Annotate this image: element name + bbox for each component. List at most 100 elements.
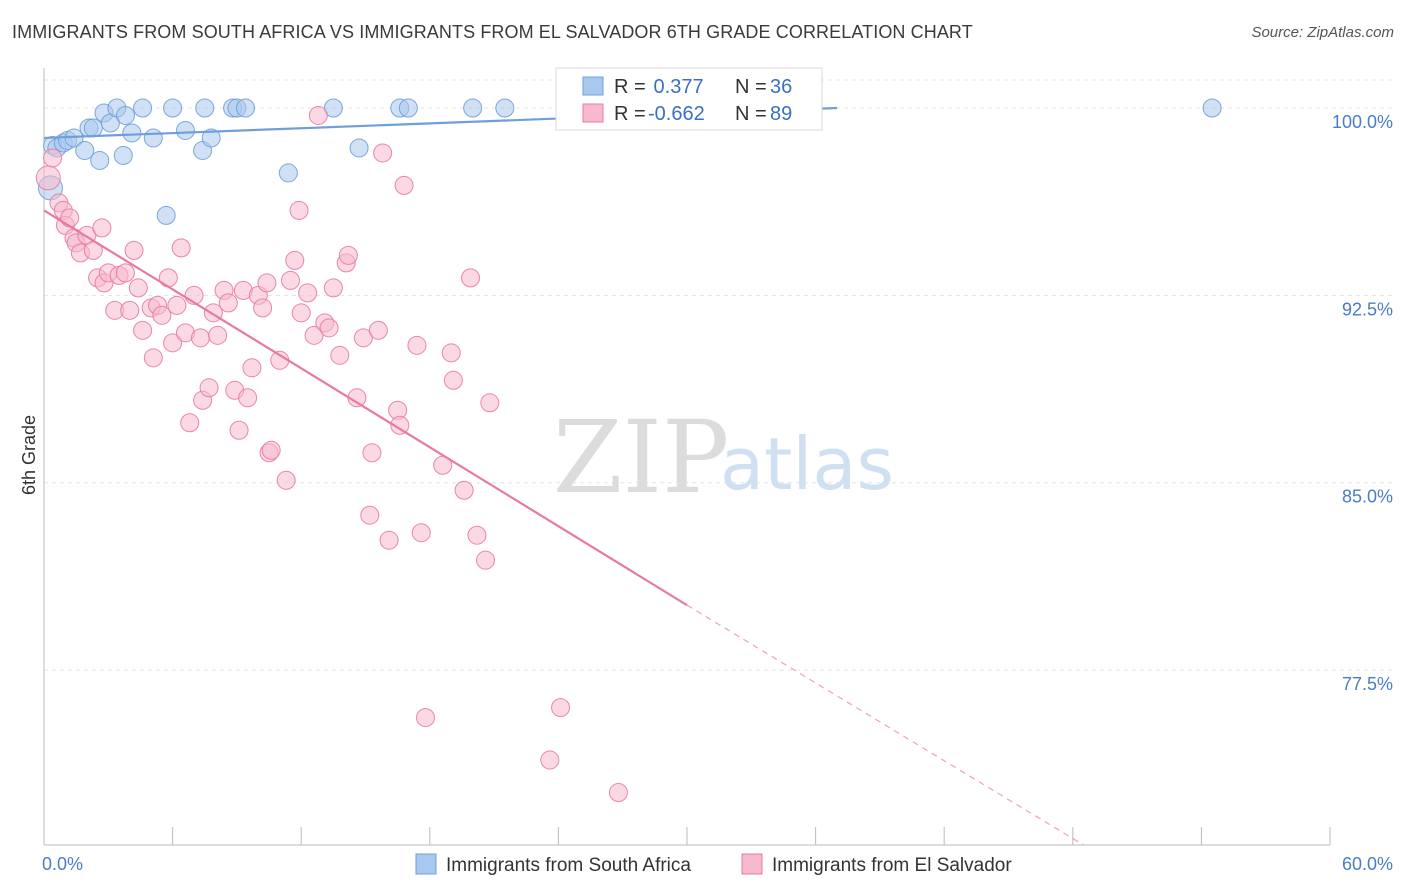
point-el-salvador-55 — [291, 303, 311, 323]
point-south-africa-28 — [323, 98, 343, 118]
point-el-salvador-52 — [280, 270, 300, 290]
point-el-salvador-76 — [411, 523, 431, 543]
point-el-salvador-83 — [467, 525, 487, 545]
point-south-africa-22 — [195, 98, 215, 118]
point-south-africa-14 — [115, 105, 135, 125]
legend-n-label-1: N = — [735, 103, 767, 125]
series-legend: Immigrants from South Africa Immigrants … — [415, 853, 1012, 876]
point-el-salvador-81 — [454, 480, 474, 500]
point-el-salvador-79 — [441, 343, 461, 363]
point-south-africa-35 — [1202, 98, 1222, 118]
x-tick-label-1: 60.0% — [1342, 854, 1393, 874]
point-south-africa-27 — [278, 163, 298, 183]
point-el-salvador-80 — [443, 370, 463, 390]
legend-r-label-0: R = — [614, 76, 646, 98]
stats-legend: R = 0.377 N = 36 R = -0.662 N = 89 — [555, 67, 823, 131]
point-el-salvador-43 — [238, 388, 258, 408]
point-el-salvador-27 — [163, 333, 183, 353]
point-south-africa-13 — [113, 145, 133, 165]
watermark-atlas: atlas — [720, 422, 894, 506]
point-el-salvador-33 — [190, 328, 210, 348]
y-tick-labels: 100.0% 92.5% 85.0% 77.5% — [1332, 112, 1393, 694]
legend-n-value-1: 89 — [770, 103, 792, 125]
series-legend-swatch-south-africa — [415, 853, 437, 875]
point-el-salvador-75 — [407, 335, 427, 355]
point-el-salvador-29 — [171, 238, 191, 258]
trend-line-el-salvador-extension — [686, 604, 1084, 846]
point-el-salvador-51 — [276, 470, 296, 490]
y-tick-label-1: 92.5% — [1342, 299, 1393, 319]
x-tick-label-0: 0.0% — [42, 854, 83, 874]
series-legend-swatch-el-salvador — [741, 853, 763, 875]
point-el-salvador-77 — [416, 708, 436, 728]
point-el-salvador-68 — [362, 443, 382, 463]
y-tick-label-2: 85.0% — [1342, 487, 1393, 507]
point-south-africa-15 — [122, 123, 142, 143]
point-south-africa-9 — [90, 150, 110, 170]
point-el-salvador-47 — [257, 273, 277, 293]
point-el-salvador-44 — [242, 358, 262, 378]
point-el-salvador-71 — [379, 530, 399, 550]
y-tick-label-0: 100.0% — [1332, 112, 1393, 132]
point-south-africa-26 — [235, 98, 255, 118]
point-el-salvador-60 — [319, 318, 339, 338]
point-el-salvador-41 — [229, 420, 249, 440]
legend-swatch-el-salvador — [582, 103, 604, 123]
watermark-zip: ZIP — [553, 399, 729, 516]
legend-swatch-south-africa — [582, 76, 604, 96]
point-el-salvador-46 — [253, 298, 273, 318]
point-south-africa-20 — [175, 120, 195, 140]
point-el-salvador-67 — [360, 505, 380, 525]
legend-r-label-1: R = — [614, 103, 646, 125]
point-el-salvador-0 — [35, 165, 61, 191]
point-el-salvador-58 — [308, 105, 328, 125]
point-el-salvador-17 — [115, 263, 135, 283]
point-el-salvador-85 — [480, 393, 500, 413]
legend-r-value-0: 0.377 — [648, 76, 704, 98]
legend-n-value-0: 36 — [770, 76, 792, 98]
point-el-salvador-66 — [353, 328, 373, 348]
point-el-salvador-86 — [540, 750, 560, 770]
source-label: Source: ZipAtlas.com — [1251, 24, 1394, 41]
point-el-salvador-62 — [330, 345, 350, 365]
point-south-africa-32 — [463, 98, 483, 118]
point-el-salvador-1 — [43, 148, 63, 168]
point-el-salvador-70 — [373, 143, 393, 163]
y-axis-label: 6th Grade — [19, 415, 39, 495]
point-el-salvador-69 — [368, 320, 388, 340]
point-south-africa-31 — [398, 98, 418, 118]
point-el-salvador-84 — [476, 550, 496, 570]
point-el-salvador-28 — [167, 295, 187, 315]
point-el-salvador-12 — [92, 218, 112, 238]
point-el-salvador-88 — [608, 783, 628, 803]
point-el-salvador-57 — [304, 325, 324, 345]
watermark: ZIP atlas — [553, 399, 894, 516]
point-el-salvador-87 — [551, 698, 571, 718]
point-south-africa-23 — [201, 128, 221, 148]
point-el-salvador-56 — [298, 283, 318, 303]
point-el-salvador-25 — [152, 305, 172, 325]
chart-title: IMMIGRANTS FROM SOUTH AFRICA VS IMMIGRAN… — [12, 22, 973, 42]
point-el-salvador-49 — [261, 440, 281, 460]
point-south-africa-16 — [133, 98, 153, 118]
point-el-salvador-73 — [390, 415, 410, 435]
point-south-africa-29 — [349, 138, 369, 158]
point-south-africa-17 — [143, 128, 163, 148]
legend-r-value-1: -0.662 — [648, 103, 705, 125]
point-el-salvador-74 — [394, 175, 414, 195]
point-south-africa-19 — [163, 98, 183, 118]
point-el-salvador-82 — [461, 268, 481, 288]
point-el-salvador-19 — [124, 240, 144, 260]
point-el-salvador-31 — [180, 413, 200, 433]
point-el-salvador-54 — [289, 200, 309, 220]
point-el-salvador-20 — [128, 278, 148, 298]
point-el-salvador-18 — [120, 300, 140, 320]
point-el-salvador-23 — [143, 348, 163, 368]
point-south-africa-18 — [156, 205, 176, 225]
point-el-salvador-35 — [199, 378, 219, 398]
point-el-salvador-21 — [133, 320, 153, 340]
point-el-salvador-61 — [323, 278, 343, 298]
point-el-salvador-26 — [158, 268, 178, 288]
trend-line-el-salvador — [43, 209, 688, 607]
point-el-salvador-37 — [208, 325, 228, 345]
